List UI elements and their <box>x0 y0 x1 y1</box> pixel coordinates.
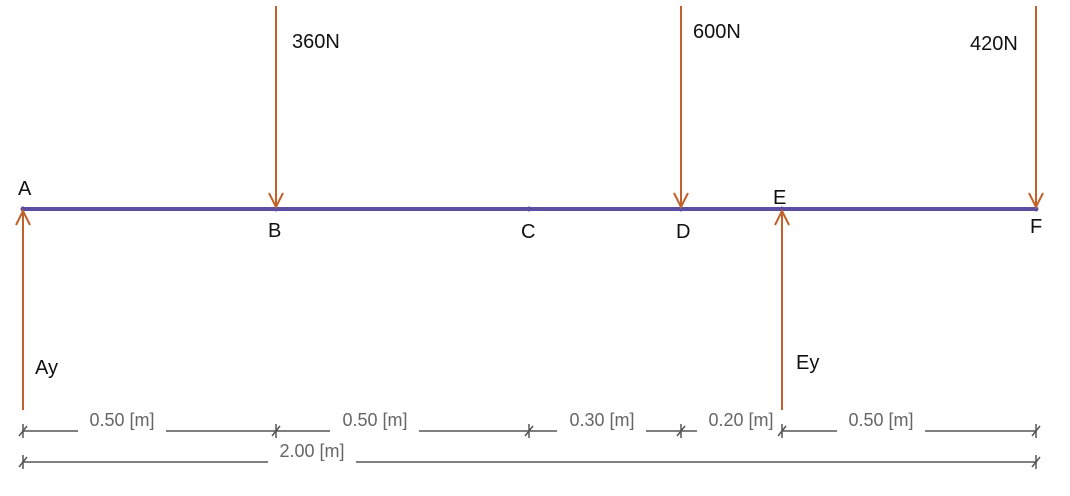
point-marker-c <box>526 206 532 212</box>
total-tick-right <box>1031 455 1041 469</box>
point-label-e: E <box>773 187 786 209</box>
reaction-arrow-a <box>15 208 31 410</box>
segment-tick-a <box>18 424 28 438</box>
point-label-d: D <box>676 221 690 243</box>
segment-label-ab: 0.50 [m] <box>89 410 154 430</box>
segment-tick-b <box>271 424 281 438</box>
reaction-label-a: Ay <box>35 357 58 379</box>
segment-tick-d <box>676 424 686 438</box>
load-arrow-b <box>268 6 284 210</box>
point-label-a: A <box>18 178 32 200</box>
segment-tick-f <box>1031 424 1041 438</box>
point-label-c: C <box>521 221 535 243</box>
load-label-f: 420N <box>970 33 1018 55</box>
load-arrow-f <box>1028 6 1044 210</box>
reaction-arrow-e <box>774 208 790 410</box>
load-label-b: 360N <box>292 31 340 53</box>
load-arrow-d <box>673 6 689 210</box>
segment-label-ef: 0.50 [m] <box>848 410 913 430</box>
load-label-d: 600N <box>693 21 741 43</box>
point-label-f: F <box>1030 216 1042 238</box>
total-length-label: 2.00 [m] <box>279 441 344 461</box>
segment-label-bc: 0.50 [m] <box>342 410 407 430</box>
reaction-label-e: Ey <box>796 352 819 374</box>
segment-tick-c <box>524 424 534 438</box>
segment-label-de: 0.20 [m] <box>708 410 773 430</box>
segment-tick-e <box>777 424 787 438</box>
segment-label-cd: 0.30 [m] <box>569 410 634 430</box>
total-tick-left <box>18 455 28 469</box>
point-label-b: B <box>268 220 281 242</box>
